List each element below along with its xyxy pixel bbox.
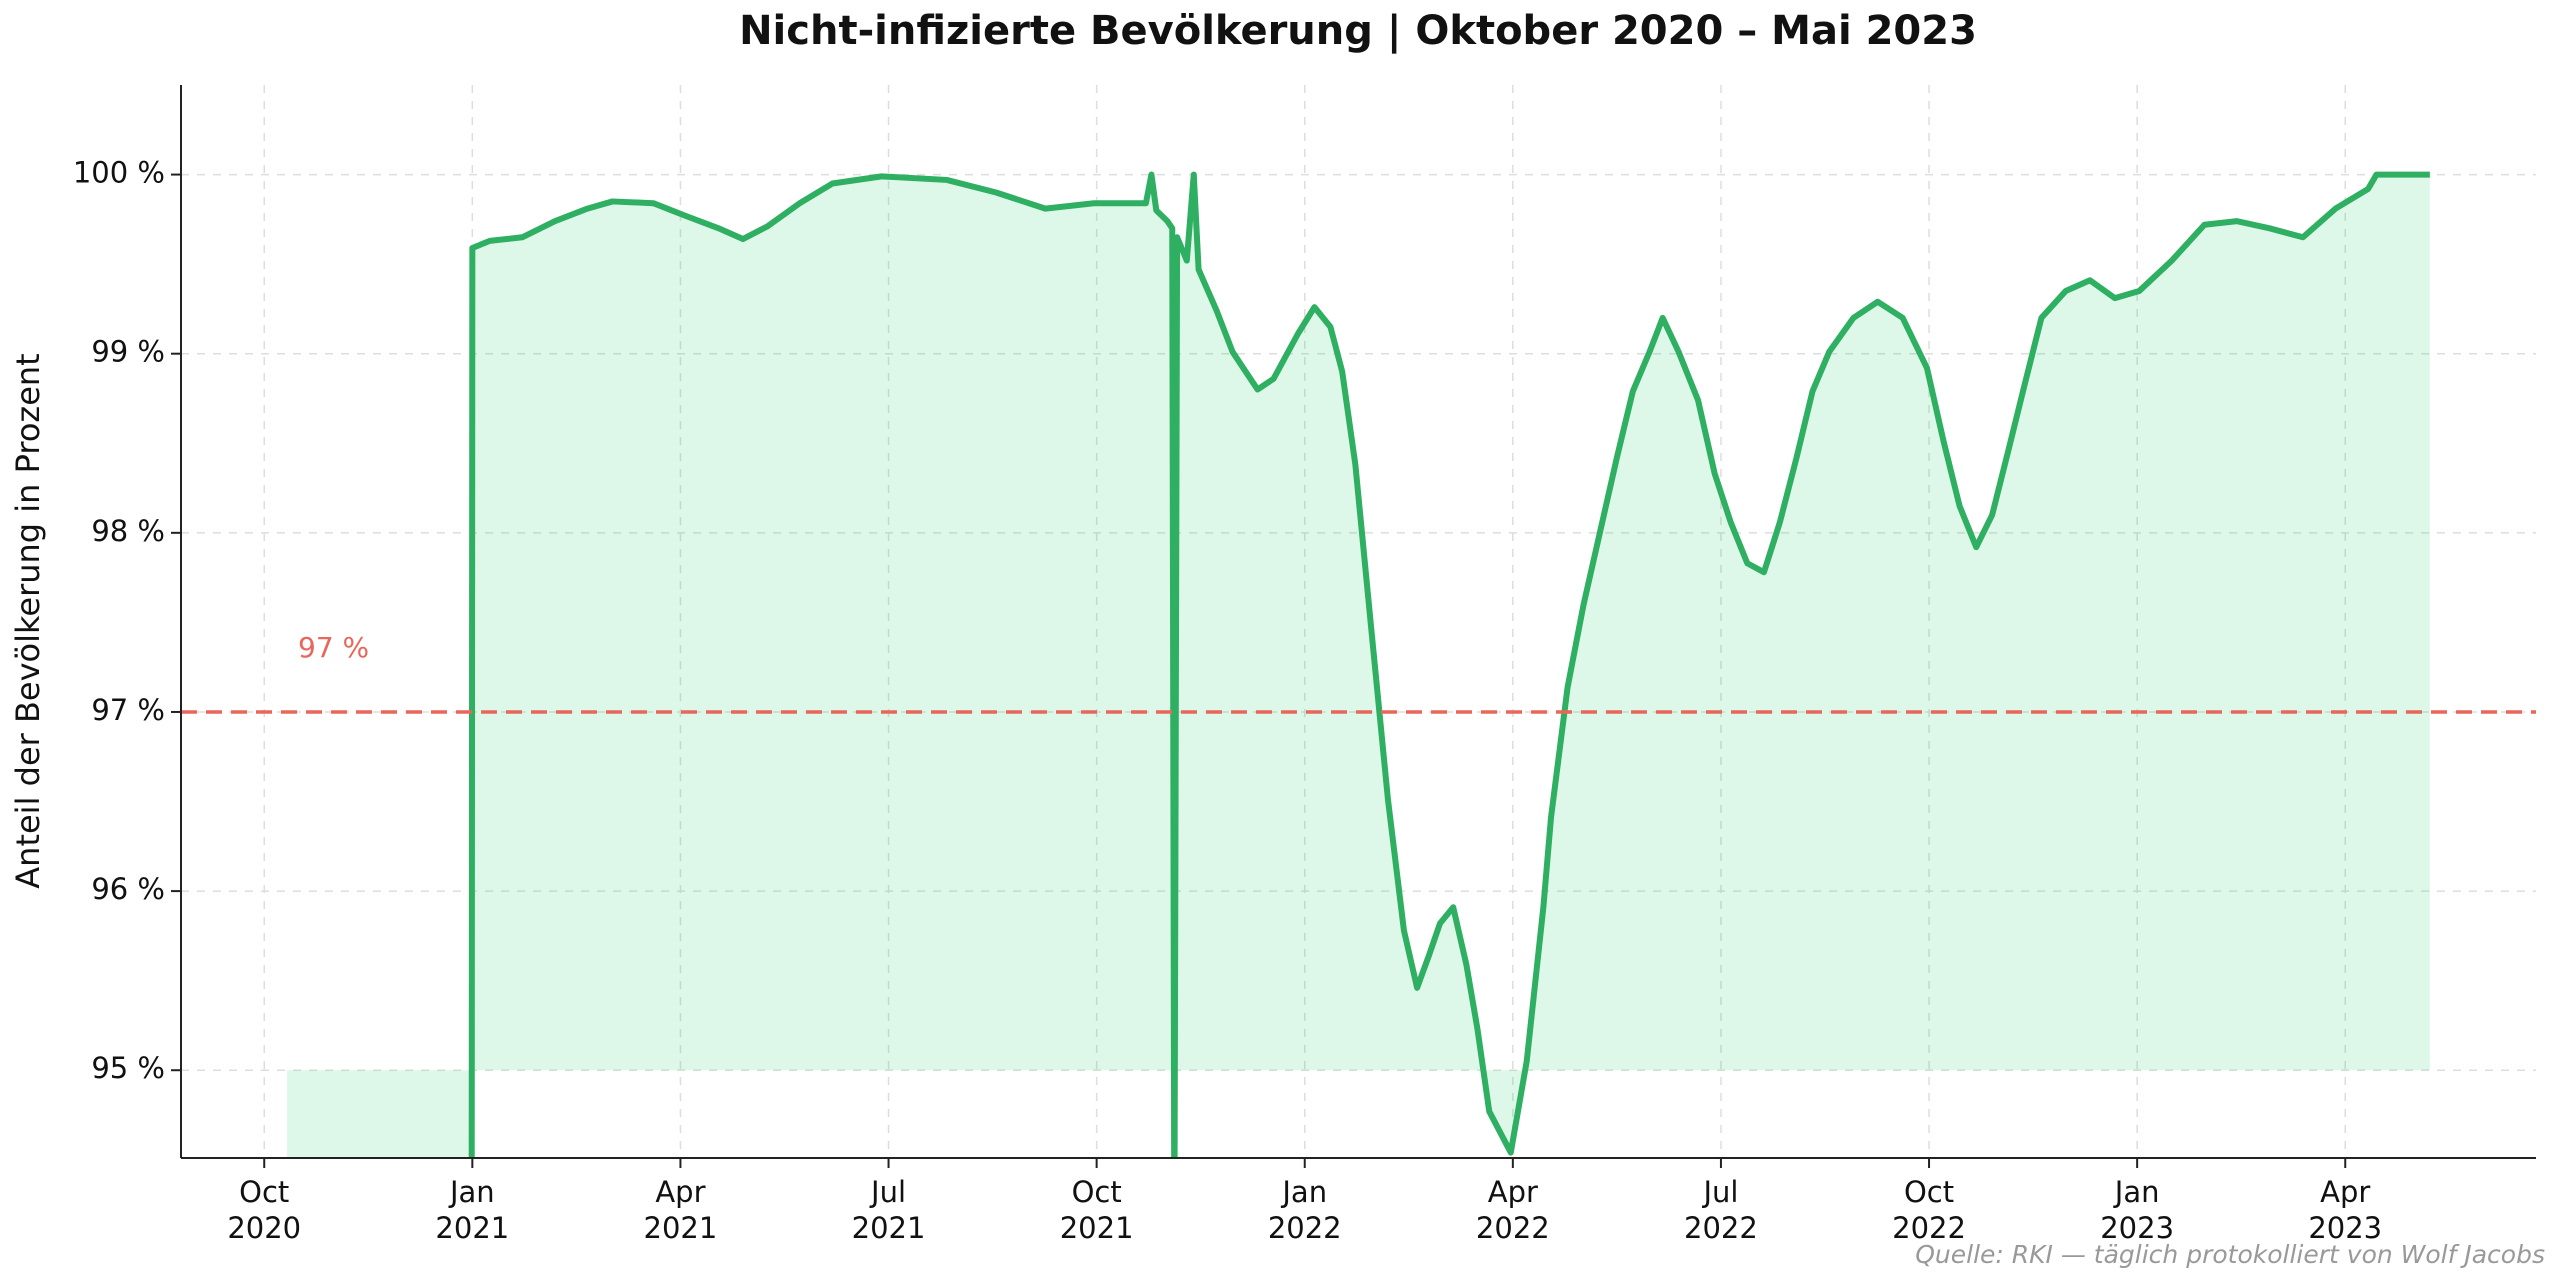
x-tick-label: Jan 2023 (2100, 1175, 2174, 1245)
x-tick-label: Oct 2022 (1892, 1175, 1966, 1245)
chart-title: Nicht-infizierte Bevölkerung | Oktober 2… (739, 8, 1977, 55)
x-tick-label: Jul 2021 (852, 1175, 926, 1245)
x-tick-label: Oct 2020 (227, 1175, 301, 1245)
y-tick-label: 97 % (91, 693, 165, 727)
y-tick-label: 98 % (91, 514, 165, 548)
x-tick-label: Apr 2023 (2308, 1175, 2382, 1245)
data-line (468, 171, 2430, 1158)
reference-label: 97 % (298, 631, 369, 664)
x-tick-label: Jan 2022 (1268, 1175, 1342, 1245)
y-axis-label: Anteil der Bevölkerung in Prozent (9, 353, 47, 888)
x-tick-label: Jan 2021 (435, 1175, 509, 1245)
y-tick-label: 99 % (91, 335, 165, 369)
area-fill (287, 174, 2430, 1158)
source-note: Quelle: RKI — täglich protokolliert von … (1915, 1240, 2545, 1269)
plot-area (287, 171, 2430, 1158)
x-tick-label: Jul 2022 (1684, 1175, 1758, 1245)
x-tick-label: Oct 2021 (1060, 1175, 1134, 1245)
y-tick-label: 100 % (73, 156, 165, 190)
x-tick-label: Apr 2021 (644, 1175, 718, 1245)
y-tick-label: 95 % (91, 1051, 165, 1085)
y-tick-label: 96 % (91, 872, 165, 906)
x-tick-label: Apr 2022 (1476, 1175, 1550, 1245)
